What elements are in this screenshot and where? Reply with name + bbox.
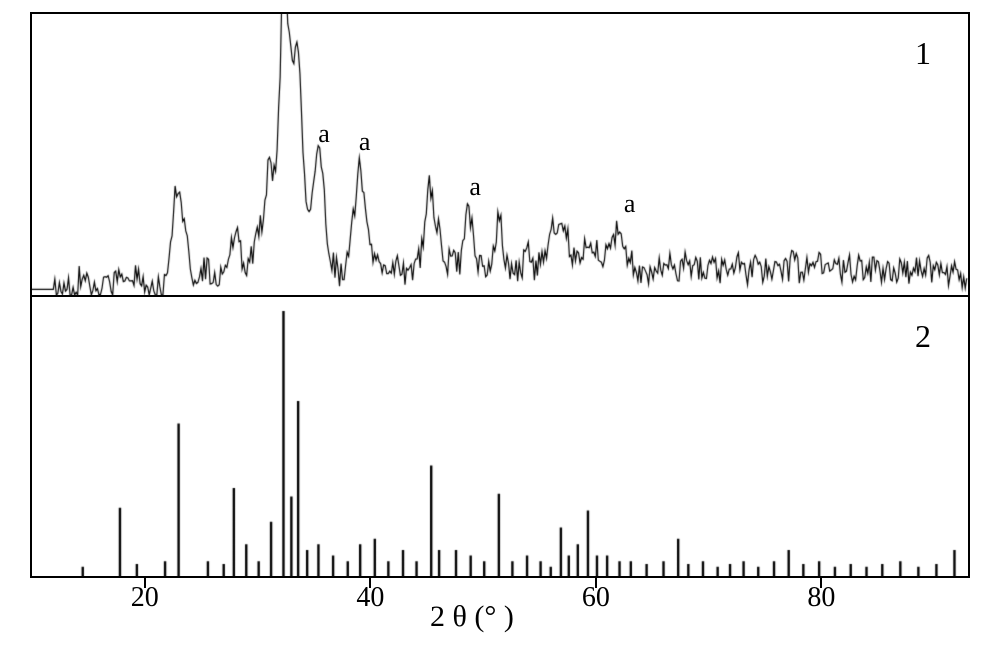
- x-axis-label: 2 θ (° ): [430, 600, 514, 634]
- plot-frame: [30, 12, 970, 578]
- panel2-canvas: [32, 297, 968, 578]
- peak-annotation: a: [359, 127, 371, 157]
- peak-annotation: a: [318, 119, 330, 149]
- panel1-canvas: [32, 14, 968, 295]
- panel-divider: [32, 295, 968, 297]
- x-tick-label: 40: [340, 582, 400, 614]
- xrd-figure: 1 2 2 θ (° ) 20406080 aaaa: [0, 0, 1000, 656]
- peak-annotation: a: [469, 172, 481, 202]
- panel1-label: 1: [915, 35, 931, 72]
- peak-annotation: a: [624, 189, 636, 219]
- x-tick-label: 60: [566, 582, 626, 614]
- x-tick-label: 20: [115, 582, 175, 614]
- x-tick-label: 80: [791, 582, 851, 614]
- panel2-label: 2: [915, 318, 931, 355]
